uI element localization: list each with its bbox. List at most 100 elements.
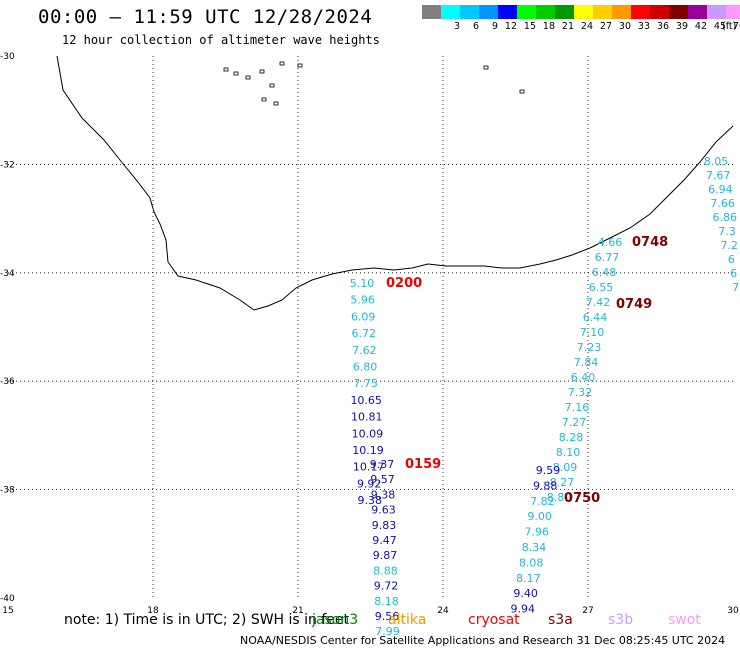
coastline bbox=[56, 55, 734, 311]
track-time-tag: 0750 bbox=[564, 491, 600, 506]
wave-height-value: 9.40 bbox=[513, 587, 538, 600]
legend-label: 33 bbox=[637, 21, 650, 32]
track-time-tag: 0200 bbox=[386, 276, 422, 291]
wave-height-value: 10.19 bbox=[352, 444, 384, 457]
legend-label: 24 bbox=[580, 21, 593, 32]
wave-height-value: 9.83 bbox=[372, 519, 397, 532]
y-tick-label: -34 bbox=[0, 269, 15, 279]
island-outline bbox=[259, 69, 265, 74]
wave-height-value: 6.55 bbox=[589, 281, 614, 294]
wave-height-value: 7.99 bbox=[375, 625, 400, 638]
wave-height-value: 7.42 bbox=[586, 296, 611, 309]
island-outline bbox=[279, 61, 285, 66]
wave-height-value: 9.00 bbox=[527, 510, 552, 523]
legend-label: 3 bbox=[453, 21, 460, 32]
wave-height-value: 7.10 bbox=[580, 326, 605, 339]
x-tick-label: 27 bbox=[582, 606, 593, 616]
wave-height-value: 6.72 bbox=[352, 327, 377, 340]
wave-height-value: 8.28 bbox=[559, 431, 584, 444]
legend-swatch bbox=[688, 5, 707, 19]
wave-height-value: 4.66 bbox=[598, 236, 623, 249]
wave-height-value: 9.92 bbox=[357, 477, 382, 490]
x-tick-label: 18 bbox=[147, 606, 159, 616]
y-tick-label: -40 bbox=[0, 594, 15, 604]
satellite-s3b: s3b bbox=[608, 612, 634, 628]
wave-height-value: 9.38 bbox=[371, 488, 396, 501]
satellite-jason3: jason3 bbox=[312, 612, 359, 628]
wave-height-value: 6 bbox=[728, 253, 735, 266]
legend-label: 45 bbox=[713, 21, 726, 32]
island-outline bbox=[483, 65, 489, 70]
legend-swatch bbox=[612, 5, 631, 19]
island-outline bbox=[261, 97, 267, 102]
wave-height-value: 10.09 bbox=[352, 427, 384, 440]
wave-height-value: 8.34 bbox=[522, 541, 547, 554]
wave-height-value: 6.94 bbox=[708, 183, 733, 196]
legend-swatch bbox=[669, 5, 688, 19]
x-tick-label: 24 bbox=[437, 606, 449, 616]
wave-height-value: 9.37 bbox=[370, 458, 395, 471]
island-outline bbox=[519, 89, 525, 94]
island-outline bbox=[269, 83, 275, 88]
wave-height-value: 8.88 bbox=[373, 564, 398, 577]
wave-height-value: 9.63 bbox=[371, 504, 396, 517]
wave-height-value: 7.3 bbox=[718, 225, 736, 238]
color-scale-legend bbox=[422, 5, 740, 19]
legend-swatch bbox=[707, 5, 726, 19]
credit-line: NOAA/NESDIS Center for Satellite Applica… bbox=[240, 634, 726, 647]
wave-height-value: 7.23 bbox=[577, 341, 602, 354]
wave-height-value: 7.32 bbox=[568, 386, 593, 399]
wave-height-value: 8.27 bbox=[550, 476, 575, 489]
wave-height-value: 10.65 bbox=[350, 394, 382, 407]
legend-swatch bbox=[498, 5, 517, 19]
legend-label: 15 bbox=[523, 21, 536, 32]
wave-height-value: 9.56 bbox=[375, 610, 400, 623]
chart-title: 00:00 — 11:59 UTC 12/28/2024 bbox=[38, 6, 373, 28]
wave-height-value: 6.40 bbox=[571, 371, 596, 384]
legend-swatch bbox=[536, 5, 555, 19]
wave-height-value: 7.67 bbox=[706, 169, 731, 182]
wave-height-value: 6.77 bbox=[595, 251, 620, 264]
legend-swatch bbox=[441, 5, 460, 19]
track-time-tag: 0749 bbox=[616, 297, 652, 312]
wave-height-value: 7.62 bbox=[352, 344, 377, 357]
footnote: note: 1) Time is in UTC; 2) SWH is in fe… bbox=[64, 612, 350, 628]
y-tick-label: -30 bbox=[0, 52, 15, 62]
wave-height-value: 6.80 bbox=[353, 361, 378, 374]
wave-height-value: 7.66 bbox=[710, 197, 735, 210]
legend-swatch bbox=[555, 5, 574, 19]
island-outline bbox=[297, 63, 303, 68]
wave-height-value: 5.10 bbox=[350, 277, 375, 290]
y-tick-label: -38 bbox=[0, 486, 15, 496]
wave-height-value: 8.10 bbox=[556, 446, 581, 459]
legend-label: 30 bbox=[618, 21, 631, 32]
wave-height-value: 6 bbox=[730, 267, 737, 280]
wave-height-value: 7.82 bbox=[530, 495, 555, 508]
wave-height-value: 7.84 bbox=[574, 356, 599, 369]
satellite-swot: swot bbox=[668, 612, 701, 628]
wave-height-value: 5.96 bbox=[350, 294, 375, 307]
legend-label: 39 bbox=[675, 21, 688, 32]
wave-height-value: 7.75 bbox=[353, 377, 378, 390]
wave-height-value: 6.86 bbox=[713, 211, 738, 224]
legend-label: 36 bbox=[656, 21, 669, 32]
legend-label: 18 bbox=[542, 21, 555, 32]
wave-height-value: 9.47 bbox=[372, 534, 397, 547]
wave-height-value: 9.72 bbox=[374, 580, 399, 593]
legend-swatch bbox=[593, 5, 612, 19]
legend-label: 42 bbox=[694, 21, 707, 32]
wave-height-value: 9.38 bbox=[358, 494, 383, 507]
legend-label: 9 bbox=[491, 21, 498, 32]
island-outline bbox=[223, 67, 229, 72]
chart-subtitle: 12 hour collection of altimeter wave hei… bbox=[62, 33, 380, 47]
wave-height-value: 9.88 bbox=[533, 479, 558, 492]
island-outline bbox=[245, 75, 251, 80]
island-outline bbox=[233, 71, 239, 76]
wave-height-value: 7.2 bbox=[720, 239, 738, 252]
wave-height-value: 8.08 bbox=[519, 556, 544, 569]
wave-height-value: 7 bbox=[732, 281, 739, 294]
x-tick-label: 30 bbox=[727, 606, 739, 616]
wave-height-value: 8.18 bbox=[374, 595, 399, 608]
satellite-s3a: s3a bbox=[548, 612, 573, 628]
